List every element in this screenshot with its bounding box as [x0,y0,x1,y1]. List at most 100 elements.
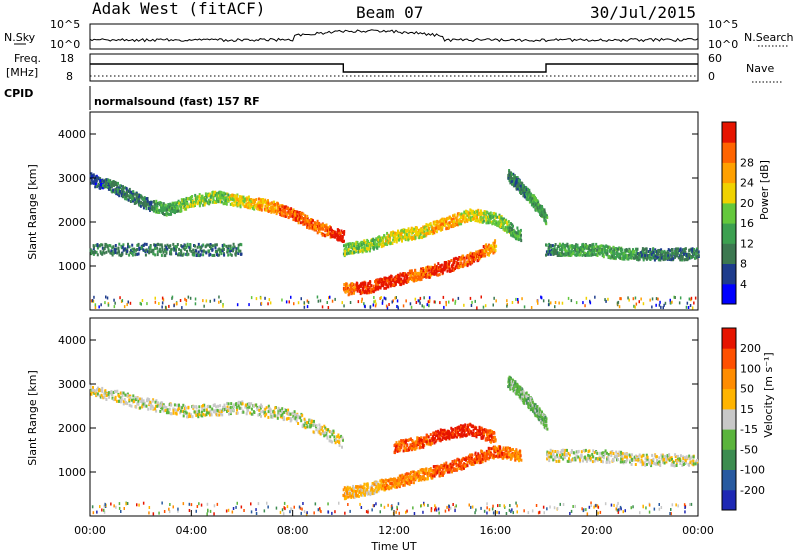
scatter-cell [269,412,272,416]
scatter-cell [186,253,189,257]
scatter-cell [328,296,330,300]
scatter-cell [267,415,270,419]
scatter-cell [648,255,651,258]
scatter-cell [180,252,183,256]
scatter-cell [603,247,606,251]
scatter-cell [255,297,258,301]
scatter-cell [613,248,616,252]
scatter-cell [196,202,199,206]
scatter-cell [460,261,463,265]
scatter-cell [651,297,654,301]
scatter-cell [393,239,396,243]
scatter-cell [434,220,437,224]
scatter-cell [291,210,294,214]
scatter-cell [334,441,337,445]
scatter-cell [110,249,113,253]
scatter-cell [406,237,409,241]
scatter-cell [142,404,145,408]
scatter-cell [473,258,476,261]
scatter-cell [538,209,541,213]
scatter-cell [164,405,166,409]
scatter-cell [378,487,381,491]
scatter-cell [194,204,196,207]
scatter-cell [392,484,395,488]
scatter-cell [650,251,653,255]
scatter-cell [132,190,135,194]
scatter-cell [502,217,505,221]
scatter-cell [292,218,295,222]
scatter-cell [121,391,124,395]
scatter-cell [93,180,96,184]
scatter-cell [175,409,178,413]
scatter-cell [422,231,425,235]
scatter-cell [93,389,96,392]
scatter-cell [493,219,496,223]
scatter-cell [203,304,205,308]
scatter-cell [595,253,598,257]
scatter-cell [104,183,107,187]
scatter-cell [395,296,397,299]
scatter-cell [678,301,681,305]
scatter-cell [172,411,175,415]
scatter-cell [427,232,430,236]
scatter-cell [137,252,140,256]
scatter-cell [532,205,535,209]
nave-label: Nave [746,62,774,75]
scatter-cell [114,248,117,252]
scatter-cell [225,244,228,248]
scatter-cell [479,213,482,216]
scatter-cell [441,225,444,229]
scatter-cell [164,203,167,207]
scatter-cell [623,252,626,256]
scatter-cell [203,406,206,410]
scatter-cell [458,217,461,221]
scatter-cell [213,298,216,302]
scatter-cell [387,279,390,283]
scatter-cell [216,250,219,254]
scatter-cell [371,492,374,496]
scatter-cell [188,245,191,249]
scatter-cell [355,248,358,252]
scatter-cell [102,250,105,254]
scatter-cell [375,490,378,494]
scatter-cell [168,208,171,212]
scatter-cell [433,300,436,304]
beam-label: Beam 07 [356,3,423,22]
scatter-cell [537,203,540,207]
scatter-cell [358,287,360,291]
scatter-cell [255,403,258,407]
scatter-cell [109,244,112,248]
scatter-cell [278,205,281,209]
scatter-cell [561,253,564,257]
scatter-cell [297,221,300,225]
nsearch-tick-top: 10^5 [708,18,738,31]
scatter-cell [229,405,232,409]
scatter-cell [143,202,146,206]
scatter-cell [428,304,430,308]
scatter-cell [271,207,274,211]
scatter-cell [166,247,169,251]
scatter-cell [321,233,324,237]
scatter-cell [647,250,650,254]
scatter-cell [385,282,388,286]
scatter-cell [615,247,618,251]
scatter-cell [555,250,558,254]
scatter-cell [427,300,430,304]
scatter-cell [184,200,187,204]
scatter-cell [232,249,234,253]
colorbar-tick-label: 8 [740,258,747,271]
scatter-cell [422,267,424,270]
scatter-cell [475,252,478,256]
scatter-cell [241,402,244,406]
scatter-cell [443,219,446,223]
scatter-cell [397,478,400,482]
scatter-cell [300,297,302,301]
scatter-cell [227,193,230,197]
scatter-cell [182,403,185,407]
scatter-cell [146,302,148,306]
scatter-cell [528,190,531,194]
scatter-cell [508,229,511,233]
scatter-cell [676,252,679,256]
scatter-cell [495,244,498,248]
scatter-cell [445,220,448,224]
